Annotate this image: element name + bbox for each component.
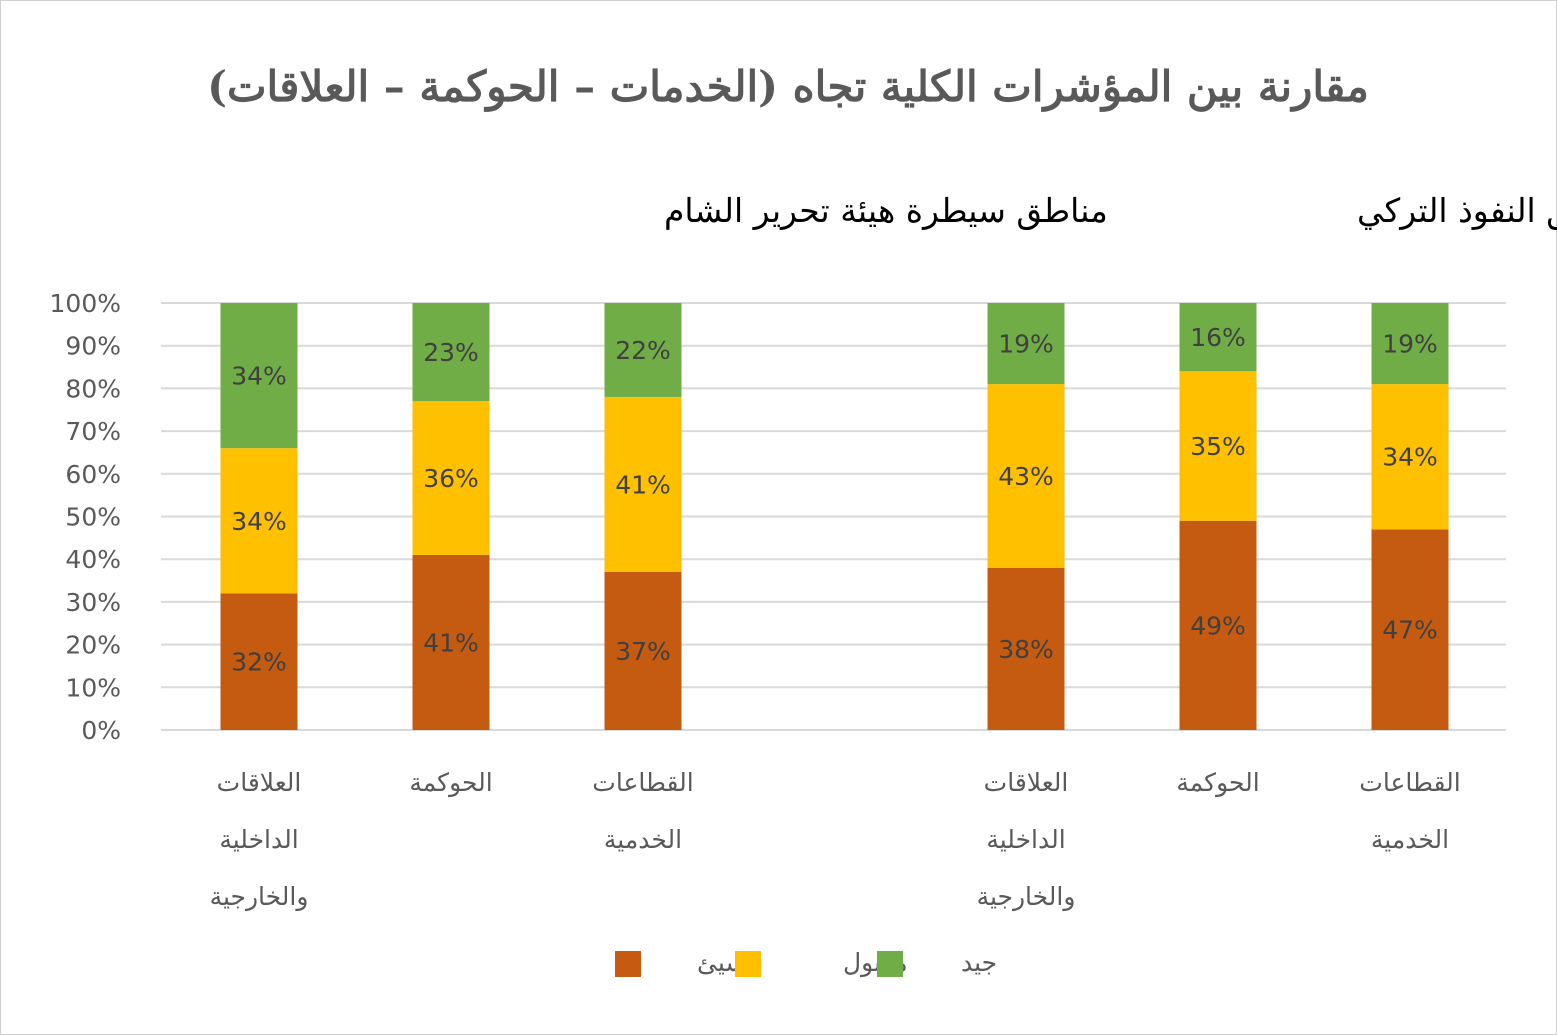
- bar-segment-good: [1371, 303, 1449, 385]
- data-label: 34%: [231, 507, 287, 536]
- bar-groups: مناطق سيطرة هيئة تحرير الشام 32% 34% 34% الع…: [210, 191, 1557, 912]
- legend: سيئ مقبول جيد: [615, 948, 997, 978]
- bar-segment-good: [1179, 303, 1257, 372]
- y-tick-label: 90%: [65, 332, 121, 361]
- data-label: 19%: [1382, 330, 1438, 359]
- category-label: القطاعات: [1359, 768, 1460, 797]
- y-tick-label: 10%: [65, 673, 121, 702]
- bar-segment-bad: [220, 593, 298, 730]
- data-label: 41%: [615, 470, 671, 499]
- category-label: العلاقات: [984, 768, 1069, 797]
- category-label: الخدمية: [1371, 825, 1449, 854]
- data-label: 35%: [1190, 432, 1246, 461]
- category-label: والخارجية: [210, 882, 309, 912]
- category-label: الحوكمة: [1176, 768, 1259, 798]
- y-tick-label: 80%: [65, 374, 121, 403]
- bar-segment-good: [412, 303, 490, 402]
- y-tick-label: 30%: [65, 588, 121, 617]
- category-label: والخارجية: [977, 882, 1076, 912]
- bar-segment-bad: [412, 554, 490, 730]
- data-label: 23%: [423, 338, 479, 367]
- bar-segment-acceptable: [604, 396, 682, 573]
- data-label: 49%: [1190, 611, 1246, 640]
- y-tick-label: 40%: [65, 545, 121, 574]
- category-label: الحوكمة: [409, 768, 492, 798]
- chart-title: مقارنة بين المؤشرات الكلية تجاه (الخدمات…: [207, 62, 1369, 112]
- y-tick-label: 0%: [81, 716, 121, 745]
- bar-segment-acceptable: [412, 401, 490, 555]
- category-label: الداخلية: [986, 825, 1065, 854]
- category-label: الداخلية: [219, 825, 298, 854]
- bar-segment-bad: [1371, 529, 1449, 730]
- bar-group: مناطق النفوذ التركي 38% 43% 19% العلاقات الدا…: [977, 191, 1557, 912]
- category-label: القطاعات: [592, 768, 693, 797]
- y-tick-label: 60%: [65, 460, 121, 489]
- y-tick-label: 20%: [65, 631, 121, 660]
- data-label: 34%: [1382, 443, 1438, 472]
- data-label: 41%: [423, 628, 479, 657]
- data-label: 37%: [615, 637, 671, 666]
- data-label: 47%: [1382, 616, 1438, 645]
- bar-segment-good: [604, 303, 682, 397]
- bar-segment-acceptable: [987, 384, 1065, 568]
- data-label: 22%: [615, 336, 671, 365]
- data-label: 36%: [423, 464, 479, 493]
- category-label: الخدمية: [604, 825, 682, 854]
- bar-segment-acceptable: [1371, 384, 1449, 530]
- legend-label: جيد: [961, 948, 997, 977]
- data-label: 19%: [998, 330, 1054, 359]
- bar-segment-good: [220, 303, 298, 449]
- y-axis-ticks: 0% 10% 20% 30% 40% 50% 60% 70% 80% 90% 100%: [50, 289, 121, 745]
- legend-swatch-good: [877, 951, 903, 977]
- bar-segment-acceptable: [1179, 371, 1257, 521]
- y-tick-label: 70%: [65, 417, 121, 446]
- y-tick-label: 50%: [65, 503, 121, 532]
- data-label: 16%: [1190, 323, 1246, 352]
- legend-swatch-acceptable: [735, 951, 761, 977]
- group-title: مناطق النفوذ التركي: [1357, 191, 1557, 231]
- data-label: 34%: [231, 362, 287, 391]
- data-label: 38%: [998, 635, 1054, 664]
- bar-group: مناطق سيطرة هيئة تحرير الشام 32% 34% 34% الع…: [210, 191, 1108, 912]
- category-label: العلاقات: [217, 768, 302, 797]
- bar-segment-good: [987, 303, 1065, 385]
- bar-segment-bad: [1179, 520, 1257, 730]
- group-title: مناطق سيطرة هيئة تحرير الشام: [664, 191, 1108, 231]
- data-label: 43%: [998, 462, 1054, 491]
- bar-segment-bad: [604, 572, 682, 730]
- gridlines: [161, 302, 1506, 731]
- data-label: 32%: [231, 648, 287, 677]
- bar-segment-acceptable: [220, 448, 298, 594]
- y-tick-label: 100%: [50, 289, 121, 318]
- legend-swatch-bad: [615, 951, 641, 977]
- bar-segment-bad: [987, 567, 1065, 730]
